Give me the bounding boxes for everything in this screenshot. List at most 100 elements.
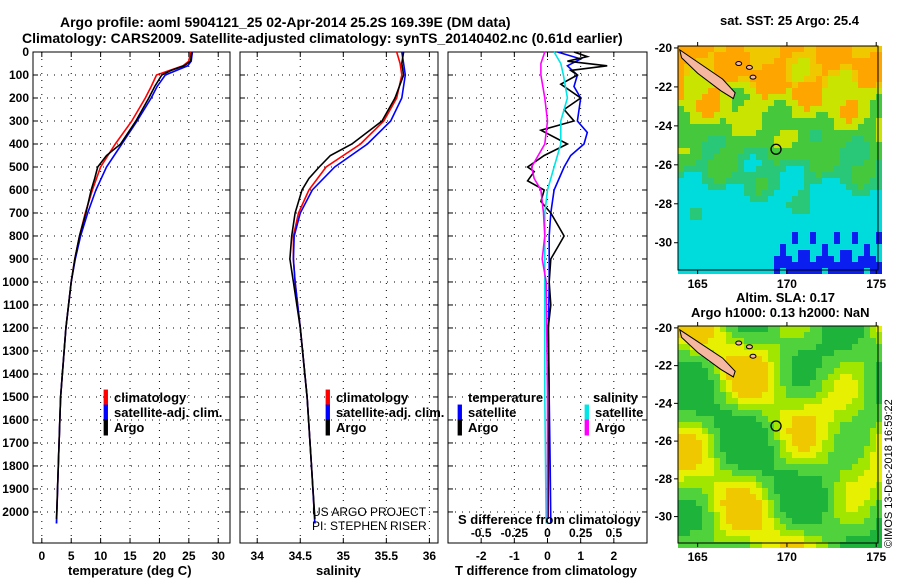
map-cell: [822, 94, 828, 100]
map-cell: [852, 136, 858, 142]
map-cell: [690, 52, 696, 58]
map-cell: [696, 392, 702, 398]
map-cell: [762, 398, 768, 404]
map-cell: [780, 250, 786, 256]
map-cell: [678, 160, 684, 166]
map-cell: [732, 458, 738, 464]
map-cell: [684, 118, 690, 124]
map-cell: [786, 422, 792, 428]
map-cell: [840, 142, 846, 148]
map-cell: [762, 458, 768, 464]
map-cell: [876, 196, 882, 202]
map-cell: [840, 130, 846, 136]
map-cell: [696, 422, 702, 428]
map-cell: [756, 410, 762, 416]
map-cell: [708, 458, 714, 464]
map-cell: [684, 410, 690, 416]
map-cell: [756, 244, 762, 250]
map-cell: [726, 190, 732, 196]
map-cell: [804, 172, 810, 178]
map-cell: [738, 500, 744, 506]
map-cell: [684, 530, 690, 536]
map-cell: [762, 112, 768, 118]
map-cell: [852, 326, 858, 332]
map-cell: [822, 232, 828, 238]
map-cell: [732, 428, 738, 434]
map-cell: [732, 130, 738, 136]
map-cell: [762, 232, 768, 238]
map-cell: [732, 482, 738, 488]
map-cell: [768, 350, 774, 356]
map-cell: [768, 94, 774, 100]
map-cell: [744, 410, 750, 416]
map-cell: [696, 190, 702, 196]
map-cell: [828, 440, 834, 446]
map-cell: [852, 166, 858, 172]
map-cell: [876, 440, 882, 446]
map-cell: [678, 58, 684, 64]
map-cell: [726, 428, 732, 434]
title-line-2: Climatology: CARS2009. Satellite-adjuste…: [22, 30, 623, 46]
map-cell: [714, 88, 720, 94]
map-cell: [720, 214, 726, 220]
map-cell: [732, 70, 738, 76]
map-cell: [774, 488, 780, 494]
map-cell: [744, 332, 750, 338]
map-cell: [774, 142, 780, 148]
map-cell: [792, 232, 798, 238]
map-cell: [744, 452, 750, 458]
map-cell: [774, 506, 780, 512]
map-cell: [822, 106, 828, 112]
map-cell: [726, 338, 732, 344]
map-cell: [750, 368, 756, 374]
map-cell: [792, 482, 798, 488]
map-cell: [816, 440, 822, 446]
map-cell: [828, 362, 834, 368]
map-cell: [792, 76, 798, 82]
map-cell: [828, 512, 834, 518]
map-cell: [708, 58, 714, 64]
map-cell: [852, 142, 858, 148]
map-cell: [846, 446, 852, 452]
map-cell: [690, 106, 696, 112]
legend-climatology-sal: ▍climatology: [326, 390, 409, 405]
x-tick-label-temperature: 15: [123, 549, 137, 563]
map-cell: [828, 446, 834, 452]
map-cell: [708, 428, 714, 434]
map-cell: [768, 386, 774, 392]
map-cell: [690, 374, 696, 380]
map-cell: [726, 100, 732, 106]
map-cell: [732, 386, 738, 392]
map-cell: [690, 154, 696, 160]
map-cell: [876, 524, 882, 530]
map-cell: [798, 416, 804, 422]
map-cell: [810, 88, 816, 94]
map-cell: [876, 172, 882, 178]
map-cell: [780, 356, 786, 362]
map-cell: [810, 374, 816, 380]
map-cell: [714, 476, 720, 482]
map-cell: [780, 82, 786, 88]
map-cell: [810, 458, 816, 464]
map-cell: [864, 208, 870, 214]
map-cell: [756, 46, 762, 52]
map-cell: [684, 326, 690, 332]
map-cell: [684, 220, 690, 226]
map-cell: [726, 184, 732, 190]
map-cell: [870, 386, 876, 392]
map-cell: [864, 124, 870, 130]
map-cell: [684, 196, 690, 202]
map-cell: [816, 64, 822, 70]
map-cell: [786, 208, 792, 214]
map-cell: [810, 464, 816, 470]
map-cell: [822, 398, 828, 404]
map-cell: [816, 512, 822, 518]
map-cell: [810, 512, 816, 518]
map-cell: [858, 398, 864, 404]
map-cell: [756, 368, 762, 374]
map-cell: [690, 428, 696, 434]
map-cell: [846, 398, 852, 404]
map-cell: [762, 410, 768, 416]
map-cell: [870, 256, 876, 262]
map-cell: [732, 470, 738, 476]
